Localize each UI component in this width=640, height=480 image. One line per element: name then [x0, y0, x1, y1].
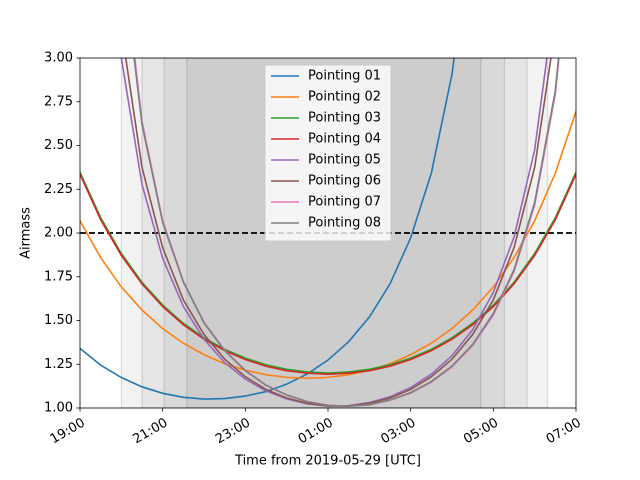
airmass-line: [133, 58, 560, 408]
y-tick-label: 1.00: [44, 401, 73, 416]
x-tick-label: 05:00: [461, 416, 501, 448]
y-tick-label: 1.50: [44, 313, 73, 328]
legend-label: Pointing 05: [308, 153, 381, 168]
y-tick-label: 2.00: [44, 226, 73, 241]
legend-label: Pointing 04: [308, 132, 381, 147]
legend-box: [264, 64, 392, 242]
airmass-line: [80, 171, 576, 374]
x-tick-label: 21:00: [130, 416, 170, 448]
legend-label: Pointing 02: [308, 90, 381, 105]
legend-label: Pointing 08: [308, 216, 381, 231]
x-tick-label: 19:00: [48, 416, 88, 448]
x-tick-label: 07:00: [544, 416, 584, 448]
legend-label: Pointing 07: [308, 195, 381, 210]
y-tick-label: 3.00: [44, 51, 73, 66]
airmass-line: [80, 58, 455, 400]
line-layer: [80, 58, 576, 408]
x-tick-label: 03:00: [378, 416, 418, 448]
y-axis-label: Airmass: [19, 207, 34, 259]
y-tick-label: 1.75: [44, 269, 73, 284]
legend-label: Pointing 01: [308, 69, 381, 84]
y-tick-label: 1.25: [44, 357, 73, 372]
x-tick-label: 01:00: [296, 416, 336, 448]
x-tick-label: 23:00: [213, 416, 253, 448]
legend-label: Pointing 06: [308, 174, 381, 189]
axes: 1.00 1.25 1.50 1.75 2.00 2.25 2.50 2.75 3.00 19:0…: [44, 51, 584, 448]
airmass-line: [80, 173, 576, 376]
y-tick-label: 2.50: [44, 138, 73, 153]
legend-label: Pointing 03: [308, 111, 381, 126]
x-axis-label: Time from 2019-05-29 [UTC]: [234, 454, 421, 469]
airmass-line: [80, 111, 576, 380]
y-tick-label: 2.25: [44, 182, 73, 197]
y-tick-label: 2.75: [44, 94, 73, 109]
